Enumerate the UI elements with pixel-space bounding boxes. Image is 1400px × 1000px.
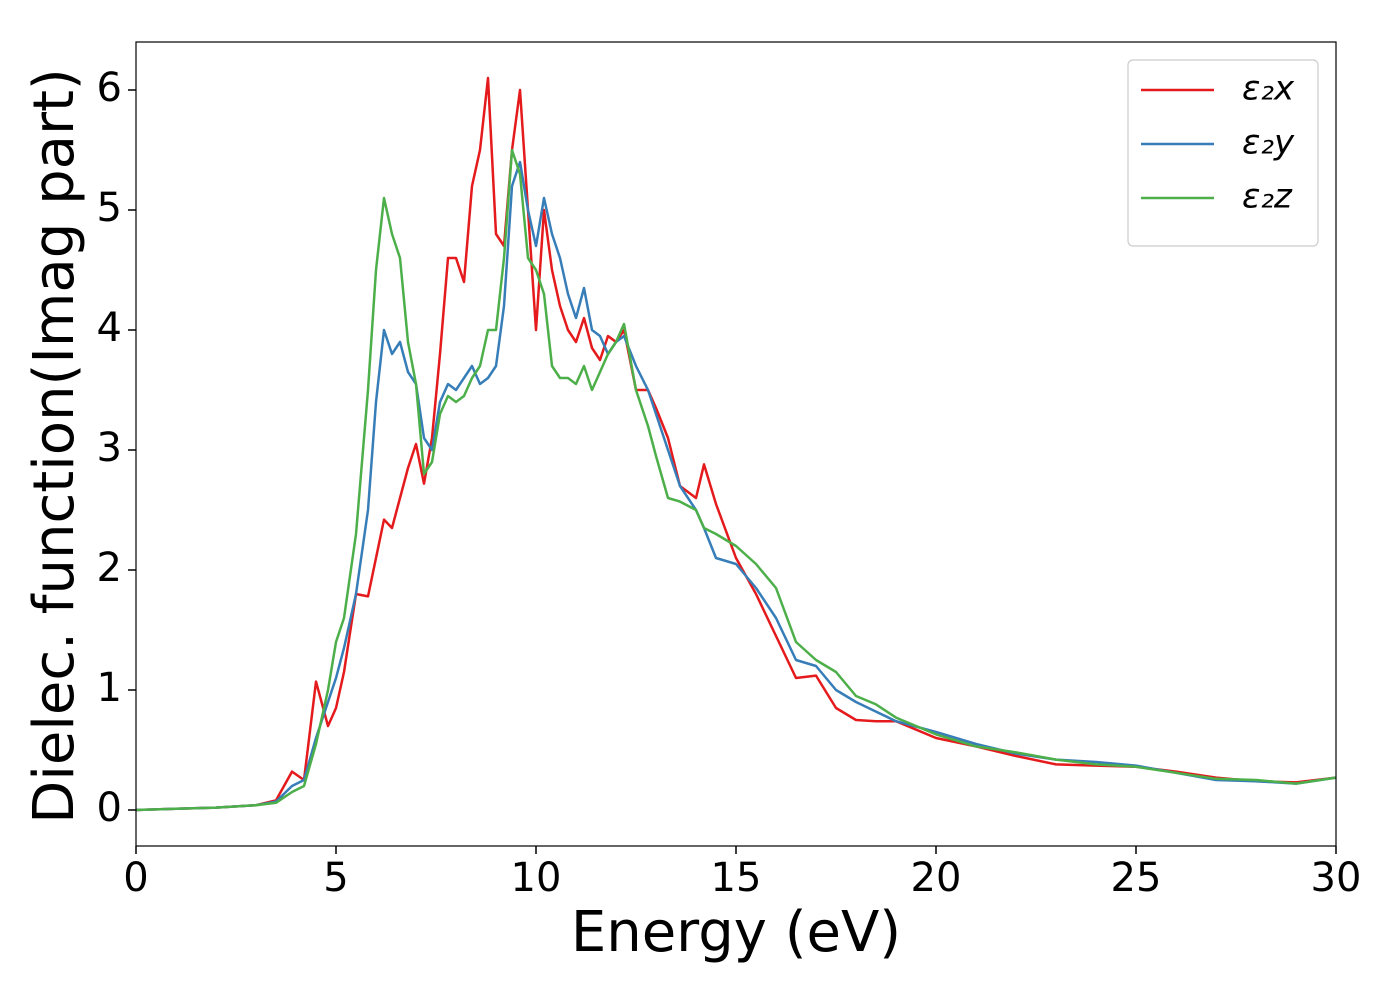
x-tick-label: 10 <box>511 855 562 901</box>
x-tick-label: 5 <box>323 855 348 901</box>
plot-frame <box>135 41 1337 847</box>
series-line <box>135 76 1337 812</box>
y-tick-label: 5 <box>97 185 122 231</box>
legend-label: ε₂z <box>1242 177 1293 217</box>
y-axis-label: Dielec. function(Imag part) <box>22 68 87 824</box>
legend-label: ε₂x <box>1242 69 1295 109</box>
y-tick-label: 3 <box>97 425 122 471</box>
x-tick-label: 25 <box>1111 855 1162 901</box>
x-tick-label: 15 <box>711 855 762 901</box>
x-axis-label: Energy (eV) <box>571 900 901 965</box>
series-line <box>135 148 1337 812</box>
x-tick-label: 20 <box>911 855 962 901</box>
x-tick-label: 0 <box>123 855 148 901</box>
y-tick-label: 6 <box>97 65 122 111</box>
y-tick-label: 4 <box>97 305 122 351</box>
series-line <box>135 160 1337 812</box>
y-tick-label: 1 <box>97 665 122 711</box>
x-tick-label: 30 <box>1311 855 1362 901</box>
legend-label: ε₂y <box>1242 123 1295 163</box>
legend-box <box>1127 59 1319 247</box>
y-tick-label: 0 <box>97 785 122 831</box>
y-tick-label: 2 <box>97 545 122 591</box>
